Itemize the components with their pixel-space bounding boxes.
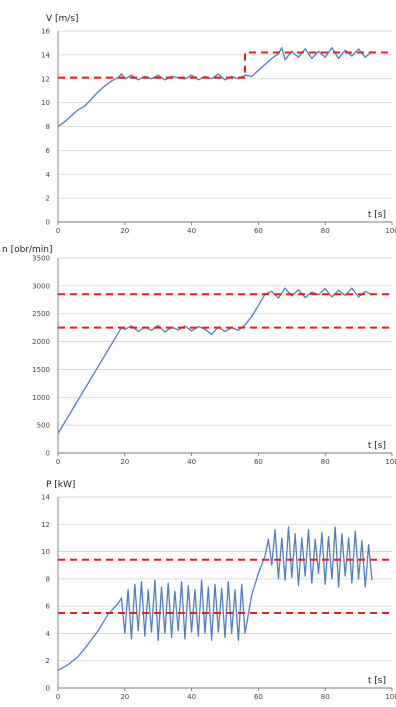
y-axis-title: V [m/s] bbox=[46, 14, 79, 24]
x-tick-label: 80 bbox=[321, 227, 330, 235]
x-tick-label: 60 bbox=[254, 227, 263, 235]
y-tick-label: 2 bbox=[46, 657, 50, 665]
power-chart: 0 2 4 6 8 10 12 14 0 20 40 60 80 100 P [kW] t [s] bbox=[41, 480, 396, 701]
y-tick-label: 8 bbox=[46, 575, 50, 583]
rotor-speed-chart: 0 500 1000 1500 2000 2500 3000 3500 0 20 40 60 80 100… bbox=[2, 245, 396, 466]
x-tick-label: 0 bbox=[56, 693, 60, 701]
x-tick-label: 20 bbox=[120, 458, 129, 466]
y-tick-label: 6 bbox=[46, 603, 51, 611]
x-tick-label: 40 bbox=[187, 693, 196, 701]
y-tick-label: 14 bbox=[41, 494, 50, 502]
x-tick-label: 80 bbox=[321, 458, 330, 466]
y-tick-label: 2 bbox=[46, 195, 50, 203]
y-tick-label: 1000 bbox=[32, 394, 50, 402]
x-tick-label: 40 bbox=[187, 458, 196, 466]
y-axis-title: n [obr/min] bbox=[2, 245, 53, 255]
y-tick-label: 14 bbox=[41, 51, 50, 59]
x-tick-label: 100 bbox=[385, 458, 396, 466]
reference-line bbox=[58, 51, 392, 79]
wind-speed-chart: 0 2 4 6 8 10 12 14 16 0 20 40 60 80 100 V [m/s] t [s] bbox=[41, 14, 396, 235]
x-tick-label: 20 bbox=[120, 227, 129, 235]
y-tick-label: 1500 bbox=[32, 366, 50, 374]
y-tick-label: 4 bbox=[46, 630, 51, 638]
x-tick-label: 80 bbox=[321, 693, 330, 701]
y-tick-label: 3500 bbox=[32, 255, 50, 263]
y-tick-label: 2500 bbox=[32, 310, 50, 318]
y-tick-label: 10 bbox=[41, 99, 50, 107]
y-tick-label: 12 bbox=[41, 75, 50, 83]
measured-series-line bbox=[57, 526, 373, 671]
x-tick-label: 20 bbox=[120, 693, 129, 701]
x-axis-title: t [s] bbox=[368, 210, 386, 220]
y-tick-label: 4 bbox=[46, 171, 51, 179]
x-tick-label: 40 bbox=[187, 227, 196, 235]
y-tick-label: 0 bbox=[46, 450, 50, 458]
measured-series-line bbox=[57, 287, 373, 434]
x-tick-label: 100 bbox=[385, 693, 396, 701]
y-tick-label: 2000 bbox=[32, 338, 50, 346]
y-tick-label: 0 bbox=[46, 685, 50, 693]
y-tick-label: 6 bbox=[46, 147, 51, 155]
y-tick-label: 16 bbox=[41, 28, 50, 36]
y-axis-title: P [kW] bbox=[46, 480, 75, 490]
y-tick-label: 10 bbox=[41, 548, 50, 556]
y-tick-label: 3000 bbox=[32, 282, 50, 290]
measured-series-line bbox=[57, 47, 373, 128]
x-tick-label: 0 bbox=[56, 458, 60, 466]
y-tick-label: 0 bbox=[46, 219, 50, 227]
y-tick-label: 12 bbox=[41, 521, 50, 529]
x-axis-title: t [s] bbox=[368, 676, 386, 686]
x-tick-label: 100 bbox=[385, 227, 396, 235]
x-tick-label: 60 bbox=[254, 458, 263, 466]
y-tick-label: 8 bbox=[46, 123, 50, 131]
y-tick-label: 500 bbox=[37, 422, 50, 430]
x-tick-label: 0 bbox=[56, 227, 60, 235]
x-tick-label: 60 bbox=[254, 693, 263, 701]
x-axis-title: t [s] bbox=[368, 441, 386, 451]
